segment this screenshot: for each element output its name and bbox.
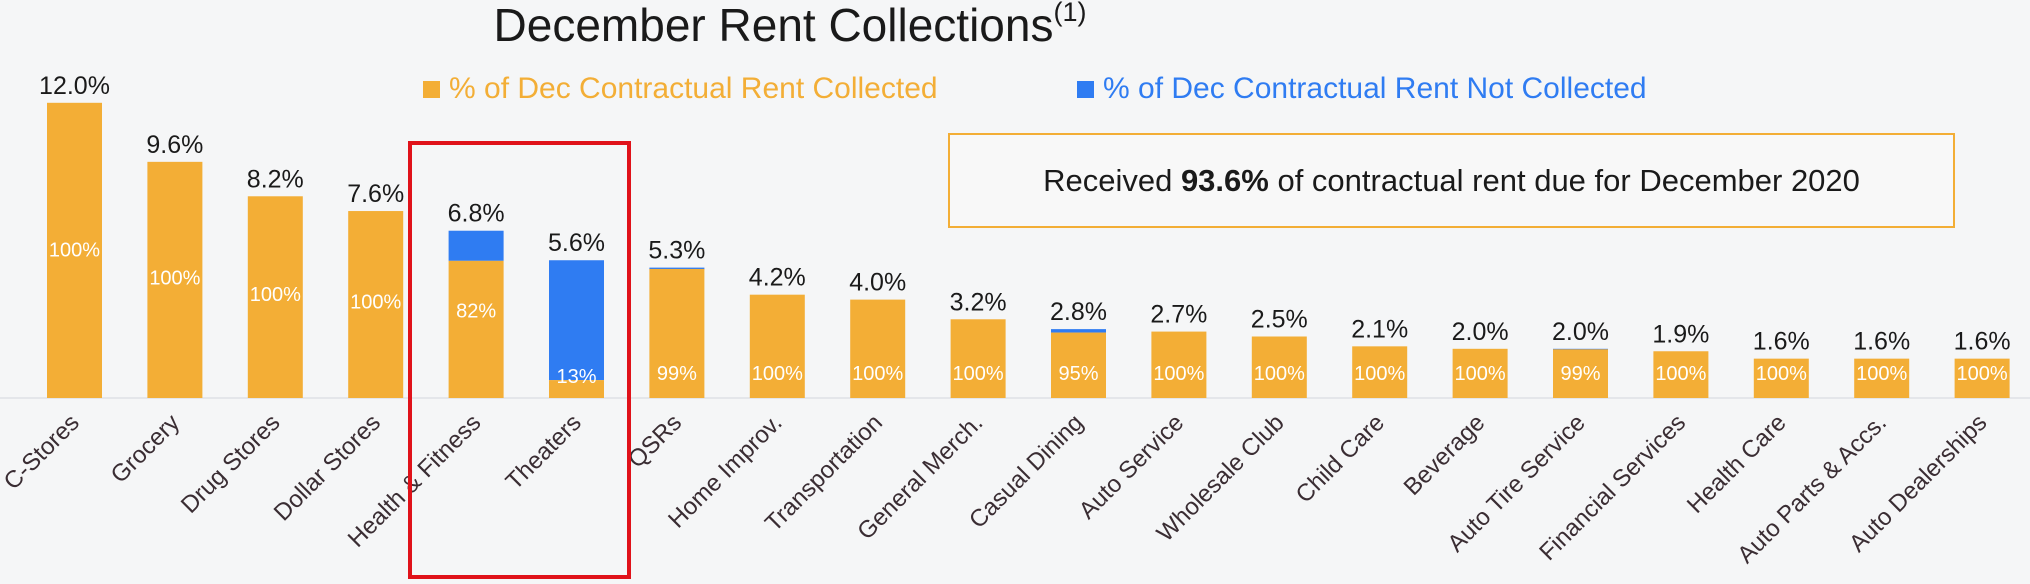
chart-title-text: December Rent Collections	[493, 0, 1054, 51]
bar-total-label: 1.6%	[1853, 328, 1910, 356]
callout-text: Received 93.6% of contractual rent due f…	[1043, 163, 1860, 199]
legend-label-not-collected: % of Dec Contractual Rent Not Collected	[1103, 72, 1647, 105]
bar-collected	[147, 161, 203, 398]
bar-total-label: 2.8%	[1050, 298, 1107, 326]
bar-collected	[247, 196, 303, 398]
bar-total-label: 2.1%	[1351, 315, 1408, 343]
bar-total-label: 5.3%	[648, 237, 705, 265]
bar-collected	[1954, 358, 2010, 398]
bar-total-label: 5.6%	[548, 229, 605, 257]
bar-collected	[1251, 336, 1307, 398]
bar-total-label: 2.0%	[1452, 318, 1509, 346]
category-label: Health Care	[1682, 409, 1792, 519]
bars-group: 12.0% 100% C-Stores 9.6% 100% Grocery 8.2% 100%…	[0, 72, 2011, 569]
bar-total-label: 6.8%	[448, 200, 505, 228]
bar-collected	[649, 268, 705, 398]
bar-collected-label: 100%	[953, 363, 1004, 385]
bar-collected-label: 100%	[1957, 363, 2008, 385]
category-label: Beverage	[1399, 409, 1491, 501]
bar-total-label: 1.9%	[1652, 320, 1709, 348]
bar-collected	[47, 102, 102, 399]
bar-collected	[1452, 348, 1508, 398]
bar-collected	[1854, 358, 1910, 398]
bar-total-label: 4.2%	[749, 264, 806, 292]
bar-collected-label: 100%	[1153, 363, 1204, 385]
bar-collected-label: 100%	[1254, 363, 1305, 385]
legend-item-collected: % of Dec Contractual Rent Collected	[423, 72, 938, 106]
chart-title: December Rent Collections(1)	[0, 0, 1580, 52]
bar-not-collected	[549, 260, 604, 381]
bar-collected-label: 100%	[149, 268, 200, 290]
bar-total-label: 1.6%	[1753, 328, 1810, 356]
category-label: Child Care	[1291, 409, 1390, 508]
callout-box: Received 93.6% of contractual rent due f…	[948, 133, 1955, 228]
bar-collected-label: 100%	[1655, 363, 1706, 385]
bar-total-label: 2.7%	[1150, 301, 1207, 329]
bar-collected-label: 100%	[1354, 363, 1405, 385]
bar-collected	[549, 380, 604, 398]
callout-value: 93.6%	[1180, 162, 1269, 198]
bar-collected-label: 99%	[1560, 363, 1600, 385]
bar-collected	[348, 211, 404, 398]
bar-total-label: 8.2%	[247, 165, 304, 193]
bar-collected-label: 13%	[556, 366, 596, 388]
bar-total-label: 2.0%	[1552, 318, 1609, 346]
bar-not-collected	[448, 230, 504, 261]
category-label: Drug Stores	[176, 409, 286, 519]
bar-total-label: 4.0%	[849, 269, 906, 297]
bar-collected-label: 100%	[852, 363, 903, 385]
bar-total-label: 3.2%	[950, 288, 1007, 316]
bar-total-label: 9.6%	[146, 131, 203, 159]
callout-prefix: Received	[1043, 162, 1181, 198]
legend-swatch-not-collected	[1077, 80, 1094, 98]
bar-collected-label: 100%	[1756, 363, 1807, 385]
bar-collected-label: 99%	[657, 363, 697, 385]
bar-collected	[1051, 332, 1106, 398]
bar-collected-label: 100%	[350, 291, 401, 313]
bar-collected	[1553, 349, 1608, 398]
bar-collected-label: 100%	[752, 363, 803, 385]
bar-total-label: 7.6%	[347, 180, 404, 208]
bar-not-collected	[1051, 329, 1106, 333]
bar-collected	[1653, 351, 1709, 398]
bar-collected	[1753, 358, 1809, 398]
bar-collected	[850, 299, 906, 398]
bar-total-label: 12.0%	[39, 72, 110, 100]
bar-collected	[749, 294, 805, 398]
legend-label-collected: % of Dec Contractual Rent Collected	[449, 72, 938, 105]
bar-collected-label: 95%	[1058, 363, 1098, 385]
highlight-box	[408, 141, 631, 579]
title-footnote: (1)	[1053, 0, 1087, 27]
bar-collected-label: 82%	[456, 301, 496, 323]
callout-suffix: of contractual rent due for December 202…	[1268, 162, 1860, 198]
bar-collected	[1352, 346, 1408, 398]
bar-collected	[950, 319, 1006, 398]
category-label: C-Stores	[0, 409, 85, 495]
bar-collected-label: 100%	[250, 284, 301, 306]
category-label: Grocery	[106, 409, 185, 488]
legend-item-not-collected: % of Dec Contractual Rent Not Collected	[1077, 72, 1647, 106]
bar-not-collected	[649, 267, 705, 270]
category-label: Theaters	[501, 409, 587, 495]
bar-collected	[1151, 331, 1207, 398]
bar-collected-label: 100%	[1856, 363, 1907, 385]
bar-collected-label: 100%	[1455, 363, 1506, 385]
legend-swatch-collected	[423, 80, 440, 98]
bar-total-label: 1.6%	[1954, 328, 2011, 356]
bar-collected-label: 100%	[49, 239, 100, 261]
bar-collected	[448, 260, 504, 398]
bar-total-label: 2.5%	[1251, 306, 1308, 334]
category-label: QSRs	[623, 409, 687, 473]
